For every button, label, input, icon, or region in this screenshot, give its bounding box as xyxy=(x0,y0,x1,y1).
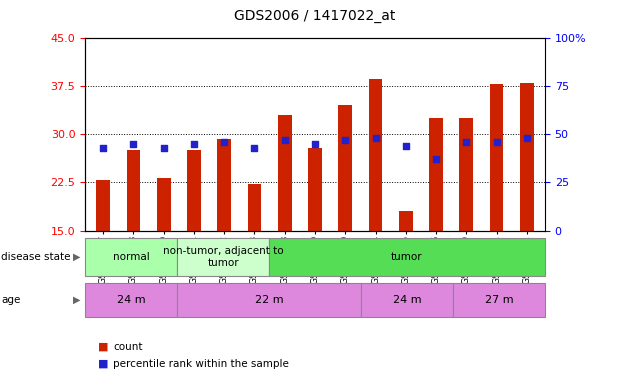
Bar xyxy=(85,238,177,276)
Point xyxy=(461,139,471,145)
Text: GDS2006 / 1417022_at: GDS2006 / 1417022_at xyxy=(234,9,396,23)
Point xyxy=(310,141,320,147)
Bar xyxy=(278,115,292,231)
Point xyxy=(249,145,260,151)
Text: ■: ■ xyxy=(98,342,108,352)
Text: ■: ■ xyxy=(98,359,108,369)
Bar xyxy=(399,211,413,231)
Bar xyxy=(96,180,110,231)
Text: normal: normal xyxy=(113,252,149,262)
Point xyxy=(159,145,169,151)
Point xyxy=(431,156,441,162)
Bar xyxy=(369,80,382,231)
Text: age: age xyxy=(1,295,21,305)
Bar xyxy=(177,283,361,317)
Bar xyxy=(187,150,201,231)
Text: 27 m: 27 m xyxy=(484,295,513,305)
Point xyxy=(522,135,532,141)
Bar xyxy=(338,105,352,231)
Text: ▶: ▶ xyxy=(72,252,80,262)
Text: count: count xyxy=(113,342,143,352)
Text: ▶: ▶ xyxy=(72,295,80,305)
Bar xyxy=(429,118,443,231)
Text: 22 m: 22 m xyxy=(255,295,284,305)
Bar xyxy=(217,139,231,231)
Point xyxy=(340,137,350,143)
Text: 24 m: 24 m xyxy=(117,295,146,305)
Text: tumor: tumor xyxy=(391,252,423,262)
Point xyxy=(98,145,108,151)
Point xyxy=(280,137,290,143)
Bar xyxy=(520,82,534,231)
Point xyxy=(491,139,501,145)
Bar xyxy=(248,184,261,231)
Text: non-tumor, adjacent to
tumor: non-tumor, adjacent to tumor xyxy=(163,246,284,268)
Text: disease state: disease state xyxy=(1,252,71,262)
Bar xyxy=(157,178,171,231)
Bar xyxy=(269,238,545,276)
Text: percentile rank within the sample: percentile rank within the sample xyxy=(113,359,289,369)
Point xyxy=(129,141,139,147)
Bar xyxy=(308,148,322,231)
Point xyxy=(370,135,381,141)
Point xyxy=(189,141,199,147)
Bar xyxy=(85,283,177,317)
Bar xyxy=(453,283,545,317)
Bar xyxy=(490,84,503,231)
Text: 24 m: 24 m xyxy=(392,295,421,305)
Bar xyxy=(361,283,453,317)
Point xyxy=(401,142,411,148)
Bar xyxy=(459,118,473,231)
Bar xyxy=(127,150,140,231)
Point xyxy=(219,139,229,145)
Bar xyxy=(177,238,269,276)
